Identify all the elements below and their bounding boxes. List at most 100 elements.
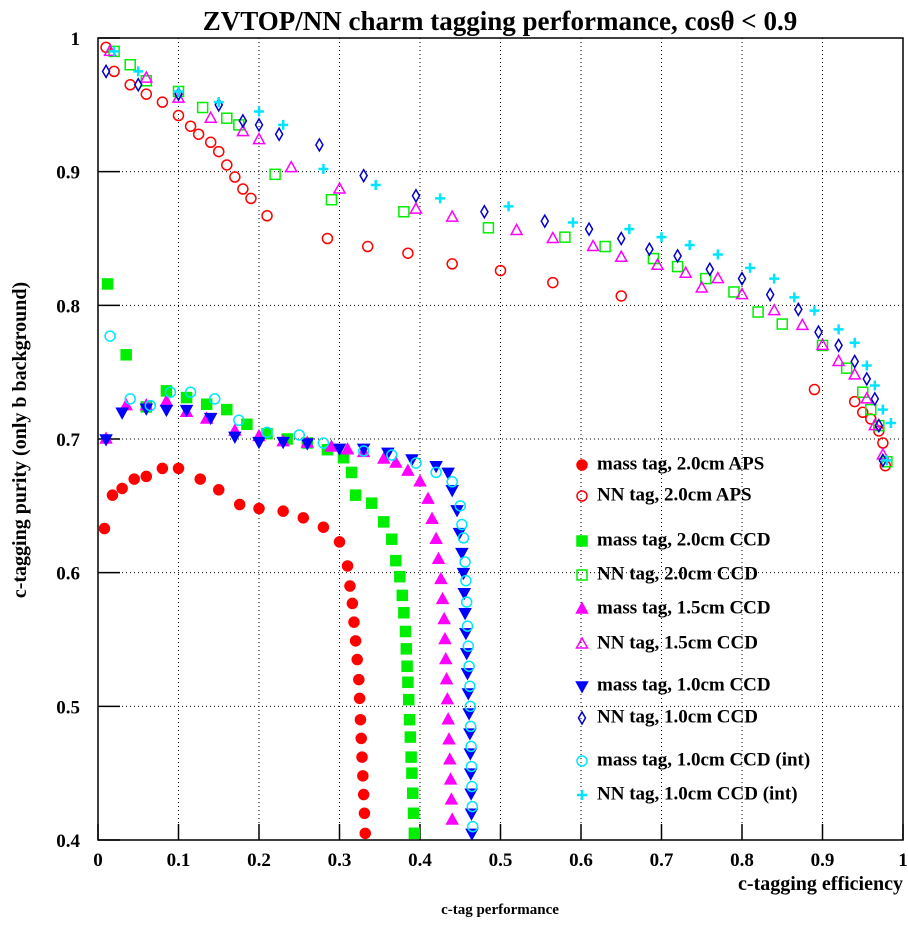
marker xyxy=(344,580,356,592)
marker xyxy=(737,271,747,287)
marker xyxy=(815,337,830,351)
marker xyxy=(616,231,626,246)
marker xyxy=(869,380,880,391)
marker xyxy=(877,404,888,415)
marker xyxy=(407,787,419,799)
marker xyxy=(443,752,457,765)
marker xyxy=(814,324,823,340)
x-axis-label: c-tagging efficiency xyxy=(738,873,903,895)
marker xyxy=(700,272,712,285)
marker xyxy=(356,751,368,763)
marker xyxy=(808,383,821,396)
marker xyxy=(615,290,627,302)
marker xyxy=(254,106,264,117)
marker xyxy=(540,213,550,229)
caption: c-tag performance xyxy=(441,902,559,918)
marker xyxy=(386,449,398,461)
marker xyxy=(252,132,266,145)
marker xyxy=(179,404,194,418)
marker xyxy=(194,473,206,485)
marker xyxy=(442,732,456,745)
marker xyxy=(745,262,756,273)
marker xyxy=(425,511,439,524)
marker xyxy=(446,258,458,270)
x-tick-label: 0.1 xyxy=(167,850,191,871)
marker xyxy=(861,360,872,371)
marker xyxy=(101,278,114,290)
marker xyxy=(809,305,820,316)
marker xyxy=(712,249,723,260)
marker xyxy=(325,193,338,206)
x-tick-label: 1 xyxy=(898,850,908,871)
marker xyxy=(462,640,475,652)
marker xyxy=(793,301,803,317)
marker xyxy=(233,498,246,511)
marker xyxy=(444,792,459,805)
marker xyxy=(410,457,422,469)
legend-label: NN tag, 2.0cm CCD xyxy=(597,563,758,584)
marker xyxy=(446,476,458,488)
marker xyxy=(878,452,888,468)
marker xyxy=(358,807,371,820)
marker xyxy=(456,518,468,531)
marker xyxy=(645,241,654,257)
marker xyxy=(431,551,446,565)
marker xyxy=(865,403,877,416)
legend-label: mass tag, 2.0cm CCD xyxy=(597,529,771,550)
marker xyxy=(348,616,360,628)
marker xyxy=(278,119,289,130)
marker xyxy=(402,693,415,706)
x-tick-label: 0 xyxy=(93,850,103,871)
marker xyxy=(547,276,559,289)
marker xyxy=(464,720,477,733)
marker xyxy=(576,459,588,471)
marker xyxy=(357,770,369,782)
marker xyxy=(776,318,788,330)
marker xyxy=(576,755,588,767)
marker xyxy=(567,217,578,228)
y-tick-label: 0.5 xyxy=(56,697,80,718)
marker xyxy=(789,292,800,303)
marker xyxy=(577,790,587,800)
marker xyxy=(405,751,417,763)
marker xyxy=(401,660,413,672)
marker xyxy=(345,466,358,479)
marker xyxy=(196,101,209,114)
marker xyxy=(115,407,129,420)
marker xyxy=(840,362,853,374)
marker xyxy=(359,827,372,840)
marker xyxy=(456,567,471,581)
marker xyxy=(332,443,347,456)
marker xyxy=(849,337,860,348)
marker xyxy=(390,554,402,567)
marker xyxy=(398,607,410,619)
marker xyxy=(124,393,136,405)
marker xyxy=(429,531,443,544)
marker xyxy=(233,414,245,427)
x-tick-label: 0.8 xyxy=(730,850,754,871)
marker xyxy=(351,653,363,666)
marker xyxy=(236,124,250,137)
marker xyxy=(386,533,398,545)
marker xyxy=(461,620,474,632)
marker xyxy=(120,349,132,361)
marker xyxy=(333,536,346,548)
marker xyxy=(735,287,749,300)
marker xyxy=(128,473,140,485)
marker xyxy=(860,391,874,404)
marker xyxy=(650,257,665,270)
marker xyxy=(99,434,113,447)
marker xyxy=(208,393,221,405)
marker xyxy=(359,168,369,184)
legend-label: mass tag, 1.0cm CCD xyxy=(597,674,771,695)
marker xyxy=(684,240,695,251)
marker xyxy=(277,505,289,517)
marker xyxy=(399,625,412,638)
y-tick-label: 1 xyxy=(71,29,81,50)
marker xyxy=(140,470,153,483)
marker xyxy=(614,249,629,262)
marker xyxy=(465,740,477,753)
marker xyxy=(413,474,427,487)
marker xyxy=(394,570,406,583)
marker xyxy=(445,485,459,498)
